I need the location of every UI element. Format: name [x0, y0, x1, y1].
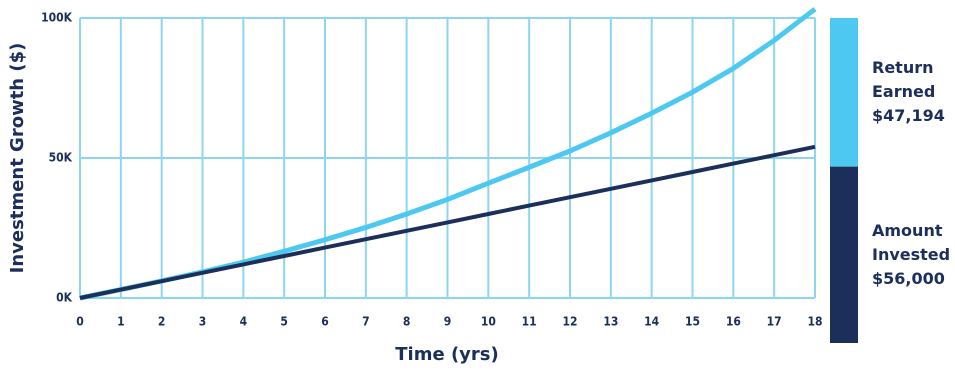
breakdown-label: Amount Invested $56,000 — [872, 219, 955, 291]
x-tick-label: 6 — [321, 315, 329, 329]
x-tick-label: 12 — [562, 315, 577, 329]
y-tick-label: 0K — [56, 291, 73, 305]
x-tick-label: 9 — [444, 315, 452, 329]
x-tick-label: 0 — [76, 315, 84, 329]
x-tick-label: 13 — [603, 315, 618, 329]
y-tick-label: 50K — [49, 151, 73, 165]
breakdown-value: $56,000 — [872, 268, 945, 288]
x-tick-label: 15 — [685, 315, 700, 329]
x-tick-label: 7 — [362, 315, 370, 329]
x-tick-label: 17 — [767, 315, 782, 329]
x-tick-label: 8 — [403, 315, 411, 329]
x-tick-label: 11 — [522, 315, 537, 329]
x-tick-label: 5 — [280, 315, 288, 329]
breakdown-bar — [830, 18, 858, 167]
breakdown-label: Return Earned $47,194 — [872, 56, 955, 128]
x-axis-title: Time (yrs) — [395, 344, 498, 365]
y-axis-title: Investment Growth ($) — [7, 43, 28, 274]
x-tick-label: 4 — [240, 315, 248, 329]
x-tick-label: 10 — [481, 315, 496, 329]
breakdown-bar — [830, 166, 858, 343]
x-tick-label: 3 — [199, 315, 207, 329]
breakdown-name: Return Earned — [872, 58, 936, 102]
x-tick-label: 14 — [644, 315, 660, 329]
y-tick-label: 100K — [41, 11, 73, 25]
x-tick-label: 1 — [117, 315, 125, 329]
breakdown-name: Amount Invested — [872, 220, 951, 264]
x-tick-label: 2 — [158, 315, 166, 329]
x-tick-label: 16 — [726, 315, 741, 329]
x-tick-label: 18 — [807, 315, 822, 329]
breakdown-value: $47,194 — [872, 106, 945, 126]
plot-lines — [79, 7, 817, 301]
series-line — [79, 144, 816, 300]
